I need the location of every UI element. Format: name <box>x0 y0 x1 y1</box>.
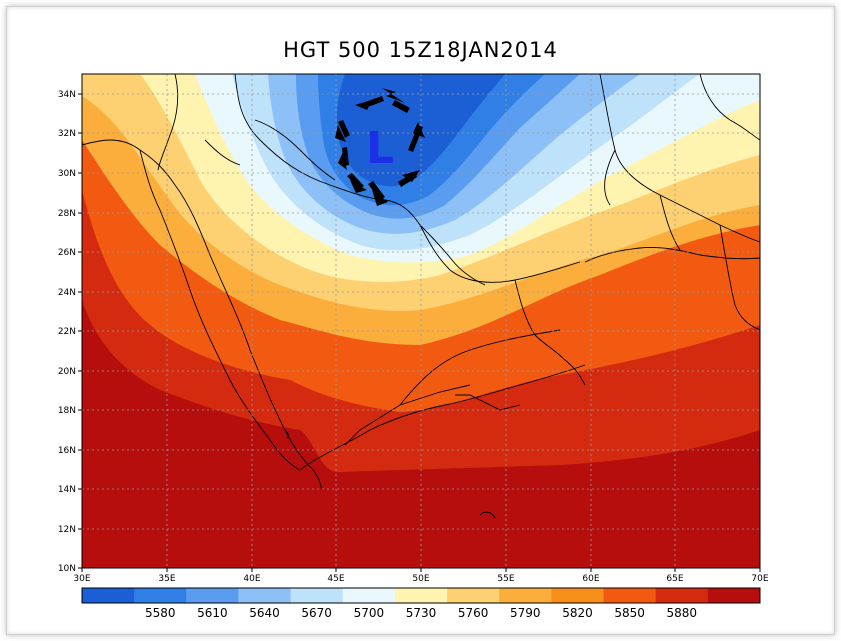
legend-colorbar <box>81 587 761 604</box>
lat-label: 30N <box>58 169 76 179</box>
arrow-icon <box>335 120 350 142</box>
lat-label: 18N <box>58 406 76 416</box>
lat-label: 24N <box>58 288 76 298</box>
lat-label: 12N <box>58 525 76 535</box>
legend-swatch <box>342 588 396 603</box>
legend-label: 5760 <box>458 606 489 620</box>
legend-swatch <box>551 588 605 603</box>
arrow-icon <box>347 173 367 193</box>
legend-labels: 5580 5610 5640 5670 5700 5730 5760 5790 5820 5850… <box>145 606 697 620</box>
legend-swatch <box>134 588 187 603</box>
lat-label: 22N <box>58 327 76 337</box>
legend-label: 5610 <box>197 606 228 620</box>
lat-lon-grid <box>82 74 760 568</box>
lon-label: 55E <box>497 574 514 584</box>
coastlines-borders <box>82 74 760 519</box>
height-field <box>82 74 760 568</box>
circulation-arrows <box>335 88 425 206</box>
legend-label: 5700 <box>354 606 385 620</box>
latitude-labels: 34N 32N 30N 28N 26N 24N 22N 20N 18N 16N … <box>58 90 76 574</box>
lat-label: 20N <box>58 367 76 377</box>
legend-label: 5580 <box>145 606 176 620</box>
legend-swatch <box>603 588 657 603</box>
arrow-icon <box>338 147 349 170</box>
legend-swatch <box>707 588 761 603</box>
legend-swatch <box>655 588 709 603</box>
legend-label: 5640 <box>249 606 280 620</box>
arrow-icon <box>355 96 384 110</box>
arrow-icon <box>408 122 425 152</box>
legend-swatch <box>447 588 500 603</box>
lat-label: 14N <box>58 485 76 495</box>
lat-label: 16N <box>58 446 76 456</box>
lon-label: 30E <box>73 574 90 584</box>
legend-swatch <box>394 588 448 603</box>
legend-border <box>81 587 761 604</box>
lon-label: 45E <box>327 574 344 584</box>
legend-label: 5730 <box>406 606 437 620</box>
map-title: HGT 500 15Z18JAN2014 <box>283 38 558 62</box>
lon-label: 60E <box>582 574 599 584</box>
arrow-icon <box>398 170 420 187</box>
legend-label: 5790 <box>510 606 541 620</box>
lon-label: 35E <box>158 574 175 584</box>
arrow-icon <box>368 181 388 206</box>
lat-label: 32N <box>58 129 76 139</box>
legend-swatch <box>82 588 135 603</box>
legend-swatch <box>186 588 239 603</box>
lon-label: 65E <box>666 574 683 584</box>
axis-ticks <box>78 93 761 572</box>
legend-swatch <box>238 588 292 603</box>
lat-label: 10N <box>58 564 76 574</box>
legend-label: 5850 <box>614 606 645 620</box>
lon-label: 40E <box>243 574 260 584</box>
lon-label: 50E <box>412 574 429 584</box>
legend-label: 5880 <box>666 606 697 620</box>
arrow-icon <box>382 88 410 113</box>
legend-swatch <box>290 588 344 603</box>
lat-label: 34N <box>58 90 76 100</box>
low-pressure-marker: L <box>366 123 394 174</box>
lon-label: 70E <box>751 574 768 584</box>
lat-label: 26N <box>58 248 76 258</box>
legend-label: 5670 <box>301 606 332 620</box>
lat-label: 28N <box>58 209 76 219</box>
longitude-labels: 30E 35E 40E 45E 50E 55E 60E 65E 70E <box>73 574 768 584</box>
legend-swatch <box>499 588 552 603</box>
legend-label: 5820 <box>562 606 593 620</box>
